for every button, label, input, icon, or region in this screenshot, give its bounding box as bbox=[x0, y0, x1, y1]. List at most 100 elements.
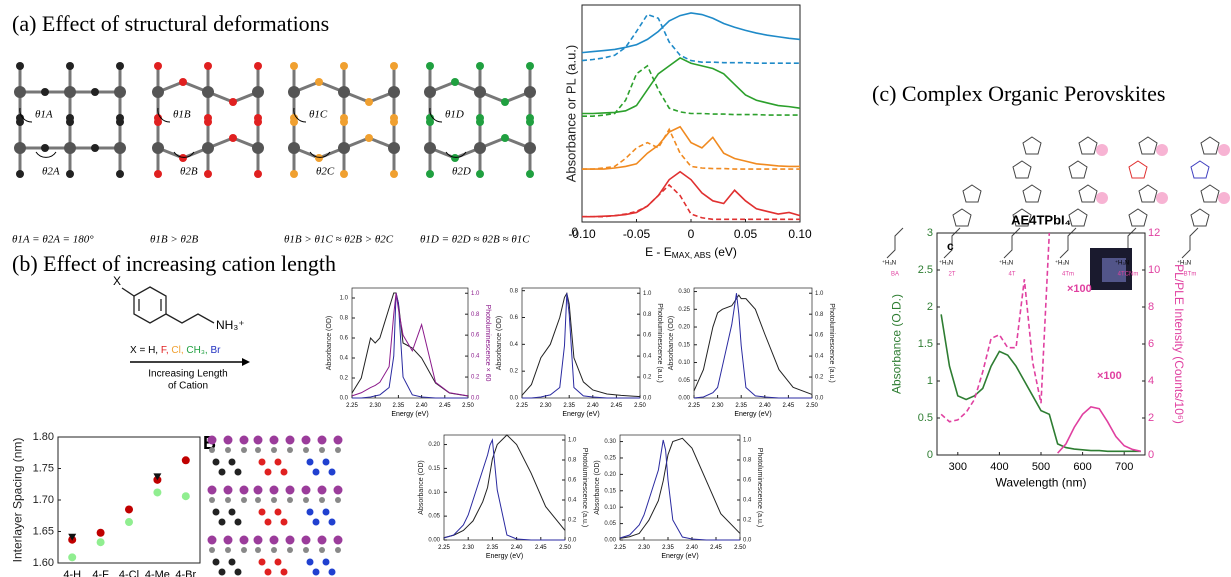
atom bbox=[229, 134, 237, 142]
x-tick-label: 2.50 bbox=[806, 403, 818, 409]
atom bbox=[254, 118, 262, 126]
y-tick-label: 1.75 bbox=[33, 462, 54, 474]
y-axis-label: Absorbance (OD) bbox=[496, 316, 503, 370]
x-tick-label: 2.30 bbox=[369, 403, 381, 409]
panel-title: (b) Effect of increasing cation length bbox=[12, 251, 336, 276]
y-axis-label: Absorbance (OD) bbox=[326, 316, 333, 370]
y-tick-label: 0.2 bbox=[340, 376, 349, 382]
x-tick-label: 2.30 bbox=[712, 403, 724, 409]
y2-tick-label: 0.2 bbox=[743, 518, 752, 524]
atom bbox=[91, 144, 99, 152]
y2-tick-label: 0.6 bbox=[815, 333, 824, 339]
y2-tick-label: 0.2 bbox=[815, 375, 824, 381]
metal bbox=[14, 86, 26, 98]
iodide bbox=[223, 435, 233, 445]
x-axis-label: Energy (eV) bbox=[486, 553, 523, 560]
angle-label: θ1D bbox=[445, 109, 464, 121]
series-line bbox=[940, 232, 1051, 423]
y2-tick-label: 8 bbox=[1148, 301, 1154, 313]
angle-arc bbox=[293, 107, 307, 123]
atom bbox=[116, 170, 124, 178]
organic bbox=[274, 558, 282, 566]
y-tick-label: 0.0 bbox=[340, 396, 349, 402]
atom bbox=[91, 88, 99, 96]
cation-group: ⁺H₃N bbox=[939, 260, 953, 267]
relation: θ1A = θ2A = 180° bbox=[12, 234, 94, 246]
y2-axis-label: PL/PLE Intensity (Counts/10⁶) bbox=[1172, 264, 1186, 424]
iodide bbox=[207, 435, 217, 445]
y-tick-label: 1.0 bbox=[340, 296, 349, 302]
lead bbox=[303, 497, 309, 503]
atom bbox=[229, 98, 237, 106]
y2-tick-label: 0 bbox=[1148, 449, 1154, 461]
series-line bbox=[1057, 406, 1142, 454]
thiophene bbox=[1078, 184, 1098, 203]
x-tick-label: 4-H bbox=[63, 569, 81, 577]
x-tick-label: 2.50 bbox=[559, 545, 571, 551]
x-tick-label: 0 bbox=[688, 227, 695, 241]
cation-name: 4TCNm bbox=[1118, 272, 1139, 278]
lead bbox=[241, 497, 247, 503]
atom bbox=[476, 118, 484, 126]
y-tick-label: 1.5 bbox=[918, 338, 933, 350]
y-tick-label: 1 bbox=[927, 375, 933, 387]
y2-tick-label: 0.0 bbox=[643, 396, 652, 402]
organic bbox=[312, 518, 320, 526]
substituent-item: Cl, bbox=[169, 345, 184, 356]
annotation: ×100 bbox=[1097, 370, 1122, 382]
organic bbox=[328, 568, 336, 576]
substituent-item: Br bbox=[208, 345, 221, 356]
atom bbox=[501, 98, 509, 106]
atom bbox=[365, 134, 373, 142]
lead bbox=[319, 547, 325, 553]
atom bbox=[66, 170, 74, 178]
y2-tick-label: 1.0 bbox=[643, 291, 652, 297]
series-line bbox=[522, 293, 640, 399]
x-tick-label: 2.40 bbox=[759, 403, 771, 409]
atom bbox=[526, 62, 534, 70]
x-axis-label-part: E - E bbox=[645, 245, 672, 259]
plot-frame bbox=[57, 436, 201, 564]
x-tick-label: 2.45 bbox=[439, 403, 451, 409]
organic bbox=[234, 518, 242, 526]
y-tick-label: 0 bbox=[927, 449, 933, 461]
organic bbox=[258, 458, 266, 466]
point bbox=[68, 553, 77, 562]
angle-arc bbox=[173, 151, 195, 158]
y2-tick-label: 0.8 bbox=[643, 312, 652, 318]
y-tick-label: 0.20 bbox=[428, 442, 440, 448]
lead bbox=[287, 497, 293, 503]
metal bbox=[524, 86, 536, 98]
iodide bbox=[301, 535, 311, 545]
x-axis-label: Energy (eV) bbox=[661, 553, 698, 560]
metal bbox=[388, 86, 400, 98]
atom bbox=[426, 170, 434, 178]
atom bbox=[476, 62, 484, 70]
methyl bbox=[1218, 144, 1230, 156]
thiophene bbox=[1128, 160, 1148, 179]
atom bbox=[451, 154, 459, 162]
atom bbox=[254, 170, 262, 178]
organic bbox=[280, 568, 288, 576]
series-line bbox=[581, 13, 800, 65]
angle-label: θ1A bbox=[35, 109, 53, 121]
lead bbox=[225, 497, 231, 503]
x-tick-label: 2.30 bbox=[638, 545, 650, 551]
x-axis-label-sub: MAX, ABS bbox=[672, 250, 712, 260]
cation-name: BA bbox=[891, 272, 899, 278]
x-axis-label-unit: (eV) bbox=[711, 245, 737, 259]
x-axis-label: Energy (eV) bbox=[562, 411, 599, 418]
chain bbox=[1003, 227, 1021, 259]
lead bbox=[319, 447, 325, 453]
iodide bbox=[317, 535, 327, 545]
y-axis-label: Absorbance (OD) bbox=[668, 316, 675, 370]
point bbox=[125, 518, 133, 527]
thiophene bbox=[1138, 136, 1158, 155]
plot-frame bbox=[443, 434, 566, 541]
y2-tick-label: 1.0 bbox=[568, 438, 577, 444]
point bbox=[96, 538, 105, 547]
metal bbox=[152, 86, 164, 98]
cation-group: ⁺H₃N bbox=[882, 260, 896, 267]
y2-tick-label: 10 bbox=[1148, 264, 1160, 276]
lead bbox=[303, 447, 309, 453]
